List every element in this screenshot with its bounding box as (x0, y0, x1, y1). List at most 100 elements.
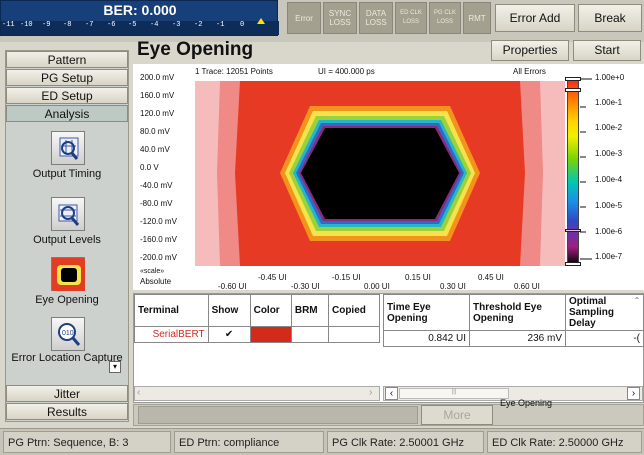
ber-tick: -1 (216, 21, 225, 29)
nav-ed-setup[interactable]: ED Setup (6, 87, 128, 104)
scroll-left-icon[interactable]: ‹ (137, 387, 141, 398)
y-axis-label: -160.0 mV (140, 235, 177, 244)
colorbar-label: 1.00e-3 (595, 149, 623, 158)
output-timing-tool-button[interactable] (51, 131, 85, 165)
eye-opening-status-label: Eye Opening (500, 398, 553, 408)
colorbar-bottom-marker[interactable] (565, 262, 581, 266)
colorbar-top-marker[interactable] (565, 77, 581, 81)
y-axis-label: 120.0 mV (140, 109, 175, 118)
scroll-up-icon[interactable]: ⌃ (633, 296, 641, 305)
properties-button[interactable]: Properties (491, 40, 569, 61)
y-axis-label: 40.0 mV (140, 145, 170, 154)
more-button[interactable]: More (421, 405, 493, 425)
svg-text:010: 010 (62, 330, 74, 337)
left-navigation-panel: Pattern PG Setup ED Setup Analysis Outpu… (5, 50, 129, 422)
output-levels-icon (58, 204, 80, 226)
ber-tick: -9 (42, 21, 51, 29)
ber-tick: -7 (85, 21, 94, 29)
colorbar-label: 1.00e-4 (595, 175, 623, 184)
column-header-brm[interactable]: BRM (290, 294, 329, 327)
x-axis-label: -0.30 UI (291, 282, 320, 291)
column-header-threshold-eye-opening[interactable]: Threshold Eye Opening (469, 294, 566, 331)
time-eye-opening-value: 0.842 UI (383, 330, 470, 347)
ber-tick: -4 (150, 21, 159, 29)
output-levels-label: Output Levels (33, 234, 101, 246)
ber-tick: -8 (63, 21, 72, 29)
column-header-time-eye-opening[interactable]: Time Eye Opening (383, 294, 470, 331)
eye-opening-tool-button[interactable] (51, 257, 85, 291)
scroll-thumb[interactable]: ||| (399, 388, 509, 399)
y-axis-label: -80.0 mV (140, 199, 173, 208)
output-timing-icon (59, 137, 79, 160)
x-axis-label: 0.15 UI (405, 273, 431, 282)
x-axis-label: -0.45 UI (258, 273, 287, 282)
scroll-left-icon[interactable]: ‹ (385, 387, 398, 400)
brm-cell[interactable] (290, 326, 329, 343)
error-location-tool-button[interactable]: 010 (51, 317, 85, 351)
x-axis-label: -0.15 UI (332, 273, 361, 282)
pg-clock-rate-status: PG Clk Rate: 2.50001 GHz (327, 431, 484, 453)
y-axis-label: 160.0 mV (140, 91, 175, 100)
nav-jitter[interactable]: Jitter (6, 385, 128, 402)
ber-marker-icon (257, 18, 265, 24)
optimal-sampling-delay-value: -( (565, 330, 644, 347)
colorbar-ticks (580, 78, 592, 260)
x-axis-label: -0.60 UI (218, 282, 247, 291)
output-levels-tool-button[interactable] (51, 197, 85, 231)
table-row[interactable]: SerialBERT ✔ (134, 326, 381, 343)
colorbar-label: 1.00e-1 (595, 98, 623, 107)
colorbar-label: 1.00e-5 (595, 201, 623, 210)
ed-clock-rate-status: ED Clk Rate: 2.50000 GHz (487, 431, 642, 453)
left-table-hscrollbar[interactable]: ‹ › (134, 386, 380, 401)
ber-value: BER: 0.000 (103, 2, 177, 18)
message-field (138, 406, 418, 424)
start-button[interactable]: Start (573, 40, 641, 61)
rmt-indicator: RMT (463, 2, 491, 34)
threshold-eye-opening-value: 236 mV (469, 330, 566, 347)
ber-display: BER: 0.000 (0, 0, 279, 36)
y-axis-label: -40.0 mV (140, 181, 173, 190)
colorbar-marker[interactable] (565, 88, 581, 92)
break-button[interactable]: Break (578, 4, 642, 32)
ed-clk-loss-indicator: ED CLK LOSS (395, 2, 427, 34)
eye-opening-label: Eye Opening (35, 294, 99, 306)
trace-info: 1 Trace: 12051 Points (195, 67, 273, 76)
y-axis-label: 0.0 V (140, 163, 159, 172)
ber-tick: 0 (240, 21, 245, 29)
nav-analysis[interactable]: Analysis (6, 105, 128, 122)
table-row[interactable]: 0.842 UI 236 mV -( (383, 330, 644, 347)
dropdown-arrow-icon[interactable]: ▾ (109, 361, 121, 373)
x-axis-label: 0.45 UI (478, 273, 504, 282)
ber-tick: -10 (20, 21, 33, 29)
column-header-copied[interactable]: Copied (327, 294, 381, 327)
nav-pg-setup[interactable]: PG Setup (6, 69, 128, 86)
error-location-label: Error Location Capture (11, 352, 123, 364)
y-axis-label: -200.0 mV (140, 253, 177, 262)
show-checkbox[interactable]: ✔ (207, 326, 251, 343)
right-table-hscrollbar[interactable]: ‹ ||| › (383, 386, 643, 401)
scale-label: «scale» (140, 268, 165, 275)
x-axis-label: 0.30 UI (440, 282, 466, 291)
ber-color-scale (567, 80, 579, 266)
column-header-show[interactable]: Show (207, 294, 251, 327)
trace-color-swatch[interactable] (249, 326, 292, 343)
copied-cell[interactable] (327, 326, 381, 343)
colorbar-label: 1.00e+0 (595, 73, 625, 82)
terminal-name: SerialBERT (134, 326, 209, 343)
error-add-button[interactable]: Error Add (495, 4, 575, 32)
x-axis-label: 0.60 UI (514, 282, 540, 291)
ber-tick: -6 (107, 21, 116, 29)
scroll-right-icon[interactable]: › (369, 387, 373, 398)
column-header-terminal[interactable]: Terminal (134, 294, 209, 327)
nav-pattern[interactable]: Pattern (6, 51, 128, 68)
output-timing-label: Output Timing (32, 168, 102, 180)
colorbar-label: 1.00e-6 (595, 227, 623, 236)
error-location-icon: 010 (58, 323, 81, 346)
nav-results[interactable]: Results (6, 403, 128, 420)
y-axis-label: -120.0 mV (140, 217, 177, 226)
scroll-right-icon[interactable]: › (627, 387, 640, 400)
colorbar-threshold-marker[interactable] (565, 229, 581, 232)
column-header-optimal-sampling-delay[interactable]: Optimal Sampling Delay (565, 294, 644, 331)
column-header-color[interactable]: Color (249, 294, 292, 327)
ed-pattern-status: ED Ptrn: compliance (174, 431, 324, 453)
